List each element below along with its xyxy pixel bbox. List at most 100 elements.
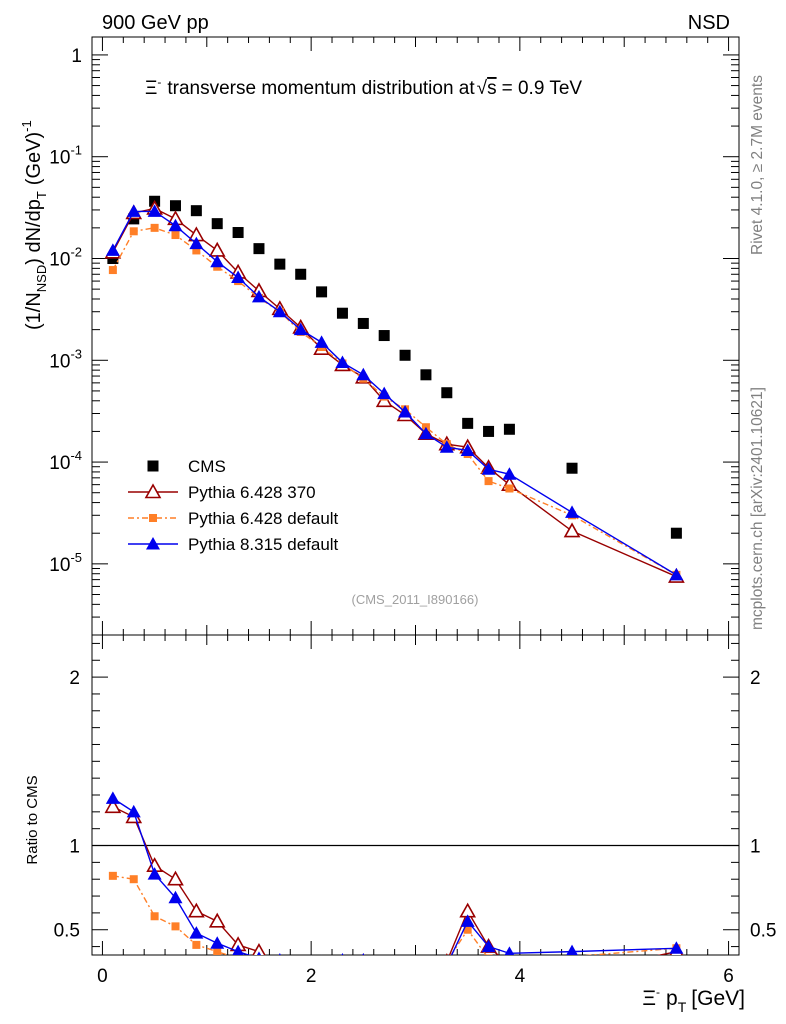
- point-pythia-6-428-default: [505, 484, 514, 493]
- x-axis-label: Ξ-pT [GeV]: [642, 985, 745, 1015]
- ratio-point-pythia-6-428-default: [297, 963, 305, 971]
- point-pythia-8-315-default: [460, 443, 475, 456]
- ratio-point-pythia-6-428-default: [422, 959, 430, 967]
- title-minus: -: [157, 75, 161, 89]
- ratio-point-pythia-6-428-default: [401, 961, 409, 969]
- legend-label-pythia-6-428-370: Pythia 6.428 370: [188, 483, 316, 502]
- ratio-point-pythia-6-428-370: [377, 968, 391, 981]
- point-pythia-8-315-default: [335, 355, 350, 369]
- header-right: NSD: [688, 12, 730, 34]
- y-axis-label: (1/NNSD) dN/dpT (GeV)-1: [19, 120, 49, 330]
- ratio-point-pythia-6-428-default: [380, 968, 388, 976]
- point-cms: [503, 423, 515, 435]
- point-pythia-8-315-default: [481, 462, 496, 475]
- ratio-point-pythia-6-428-370: [167, 870, 184, 886]
- ratio-point-pythia-8-315-default: [210, 936, 225, 949]
- point-pythia-6-428-default: [171, 231, 180, 240]
- ratio-point-pythia-6-428-370: [419, 963, 433, 976]
- point-pythia-8-315-default: [231, 270, 246, 284]
- ratio-point-pythia-6-428-default: [359, 961, 367, 969]
- header-left: 900 GeV pp: [102, 12, 209, 34]
- point-pythia-8-315-default: [293, 322, 308, 336]
- ratio-point-pythia-6-428-370: [187, 902, 205, 918]
- point-cms: [211, 218, 223, 230]
- point-pythia-8-315-default: [147, 204, 162, 217]
- rivet-label: Rivet 4.1.0, ≥ 2.7M events: [749, 75, 766, 255]
- ratio-point-pythia-6-428-default: [213, 947, 222, 955]
- point-cms: [483, 425, 495, 437]
- point-cms: [169, 200, 181, 212]
- y-tick-base: 1: [71, 46, 82, 67]
- ratio-y-tick-label: 1: [69, 837, 80, 858]
- ratio-point-pythia-8-315-default: [419, 961, 433, 974]
- point-cms: [670, 527, 682, 539]
- ratio-point-pythia-6-428-default: [484, 954, 493, 955]
- ratio-y-label: Ratio to CMS: [24, 775, 41, 864]
- legend-label-pythia-6-428-default: Pythia 6.428 default: [188, 509, 339, 528]
- point-cms: [378, 330, 390, 342]
- point-cms: [566, 462, 578, 474]
- point-cms: [316, 286, 328, 298]
- ratio-point-pythia-6-428-370: [445, 953, 448, 955]
- y-tick-exponent: -3: [70, 346, 82, 361]
- y-tick-exponent: -4: [70, 448, 82, 463]
- ratio-point-pythia-8-315-default: [460, 914, 475, 927]
- point-cms: [357, 317, 369, 329]
- title-tail: = 0.9 TeV: [502, 78, 583, 99]
- ratio-point-pythia-6-428-default: [129, 875, 138, 884]
- ylabel-open: (1/N: [23, 292, 45, 330]
- ratio-point-pythia-6-428-default: [318, 961, 326, 969]
- ratio-point-pythia-6-428-370: [208, 912, 226, 928]
- y-tick-exponent: -2: [70, 244, 82, 259]
- x-tick-label: 2: [306, 966, 317, 987]
- ratio-point-pythia-8-315-default: [341, 953, 344, 955]
- point-pythia-6-428-370: [563, 522, 581, 538]
- point-pythia-8-315-default: [669, 567, 684, 581]
- point-cms: [336, 307, 348, 319]
- x-tick-label: 6: [723, 966, 734, 987]
- point-pythia-8-315-default: [251, 289, 266, 303]
- point-pythia-8-315-default: [168, 218, 183, 232]
- x-tick-label: 4: [515, 966, 526, 987]
- y-tick-label: 10-2: [49, 244, 82, 270]
- ylabel-sub2: T: [34, 191, 49, 199]
- main-series-layer: [104, 195, 685, 583]
- ratio-point-pythia-8-315-default: [168, 890, 183, 904]
- ratio-point-pythia-6-428-default: [276, 959, 284, 967]
- point-pythia-8-315-default: [356, 367, 371, 381]
- line-pythia-6-428-default: [112, 227, 677, 576]
- ratio-point-pythia-8-315-default: [377, 961, 391, 974]
- ratio-point-pythia-6-428-default: [338, 958, 346, 966]
- ratio-point-pythia-6-428-default: [255, 956, 263, 964]
- ratio-axes: 0 2 4 6 0.5 0.5 1 1 2 2: [54, 635, 776, 987]
- point-pythia-6-428-default: [108, 266, 117, 275]
- xlabel-p: p: [666, 987, 678, 1010]
- ratio-line-pythia-6-428-default: [112, 875, 677, 955]
- ratio-point-pythia-6-428-370: [315, 958, 329, 971]
- point-pythia-6-428-default: [192, 246, 201, 255]
- point-cms: [441, 387, 453, 399]
- xlabel-sub: T: [678, 999, 687, 1015]
- point-pythia-8-315-default: [314, 335, 329, 348]
- line-pythia-6-428-370: [112, 207, 677, 578]
- ratio-point-pythia-8-315-default: [321, 954, 322, 955]
- ratio-point-pythia-6-428-370: [362, 953, 365, 955]
- ratio-point-pythia-6-428-default: [234, 954, 243, 955]
- legend-marker-cms: [147, 460, 159, 472]
- y-tick-base: 10: [49, 555, 70, 576]
- mcplots-label: mcplots.cern.ch [arXiv:2401.10621]: [749, 387, 766, 630]
- xlabel-unit: [GeV]: [691, 987, 745, 1010]
- ratio-point-pythia-6-428-370: [565, 967, 579, 980]
- legend: CMS Pythia 6.428 370 Pythia 6.428 default P…: [128, 457, 339, 554]
- ylabel-sub: NSD: [34, 265, 49, 292]
- ratio-point-pythia-6-428-370: [252, 942, 266, 955]
- ylabel-sup: -1: [19, 120, 34, 132]
- y-tick-label: 10-4: [49, 448, 82, 474]
- ratio-point-pythia-6-428-370: [279, 954, 280, 955]
- xlabel-sup: -: [656, 985, 660, 999]
- ratio-point-pythia-8-315-default: [105, 791, 120, 804]
- point-pythia-6-428-default: [150, 223, 159, 232]
- ratio-point-pythia-6-428-default: [505, 966, 513, 974]
- point-pythia-8-315-default: [377, 386, 392, 400]
